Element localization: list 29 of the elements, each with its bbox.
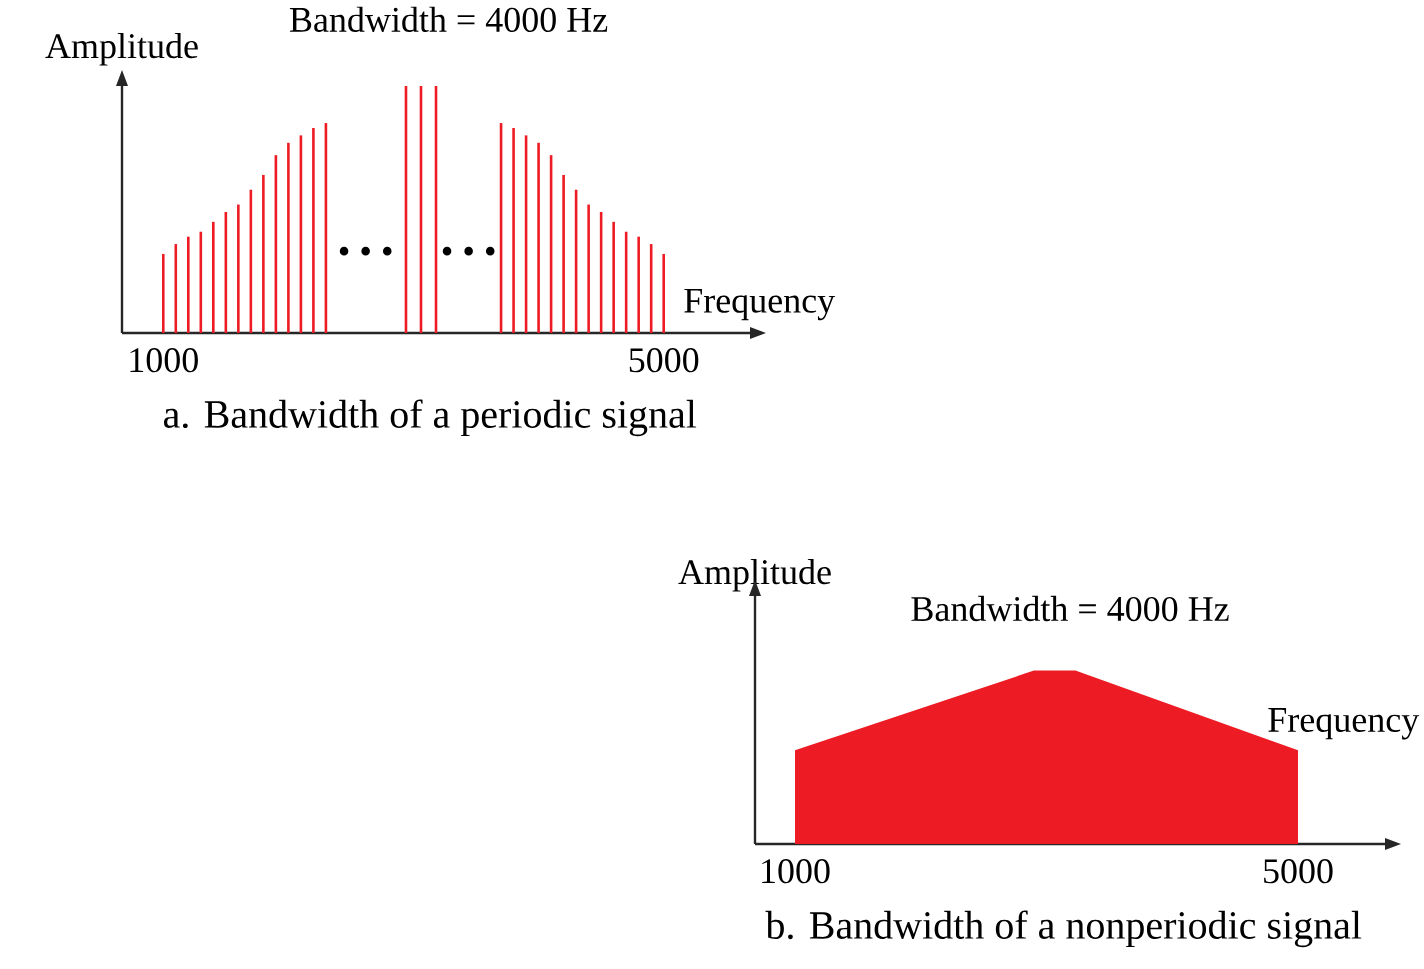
- x-axis-title: Frequency: [684, 288, 836, 321]
- text: Bandwidth = 4000 Hz: [289, 6, 608, 32]
- annotation: • • •: [339, 246, 392, 256]
- bar: [662, 253, 665, 333]
- text: a. Bandwidth of a periodic signal: [163, 399, 697, 437]
- text: b. Bandwidth of a nonperiodic signal: [765, 910, 1362, 948]
- bar: [512, 127, 515, 333]
- bar: [187, 236, 190, 333]
- bar: [587, 204, 590, 333]
- bar: [612, 221, 615, 333]
- bar: [537, 142, 540, 333]
- text: Bandwidth = 4000 Hz: [911, 595, 1229, 622]
- bar: [312, 127, 315, 333]
- bar: [212, 221, 215, 333]
- x-axis-title: Frequency: [1268, 708, 1420, 740]
- x-tick-label: 5000: [629, 348, 699, 373]
- bar: [637, 236, 640, 333]
- y-axis-title: Amplitude: [678, 558, 831, 592]
- annotation: • • •: [442, 246, 495, 256]
- x-tick-label: 1000: [762, 859, 830, 884]
- bar: [262, 174, 265, 333]
- y-axis-title: Amplitude: [45, 32, 198, 66]
- x-tick-label: 5000: [1264, 859, 1333, 884]
- bar: [237, 204, 240, 333]
- x-tick-label: 1000: [130, 348, 198, 373]
- bar: [562, 174, 565, 333]
- bar: [161, 253, 165, 333]
- bar: [174, 244, 178, 333]
- bar: [287, 142, 290, 333]
